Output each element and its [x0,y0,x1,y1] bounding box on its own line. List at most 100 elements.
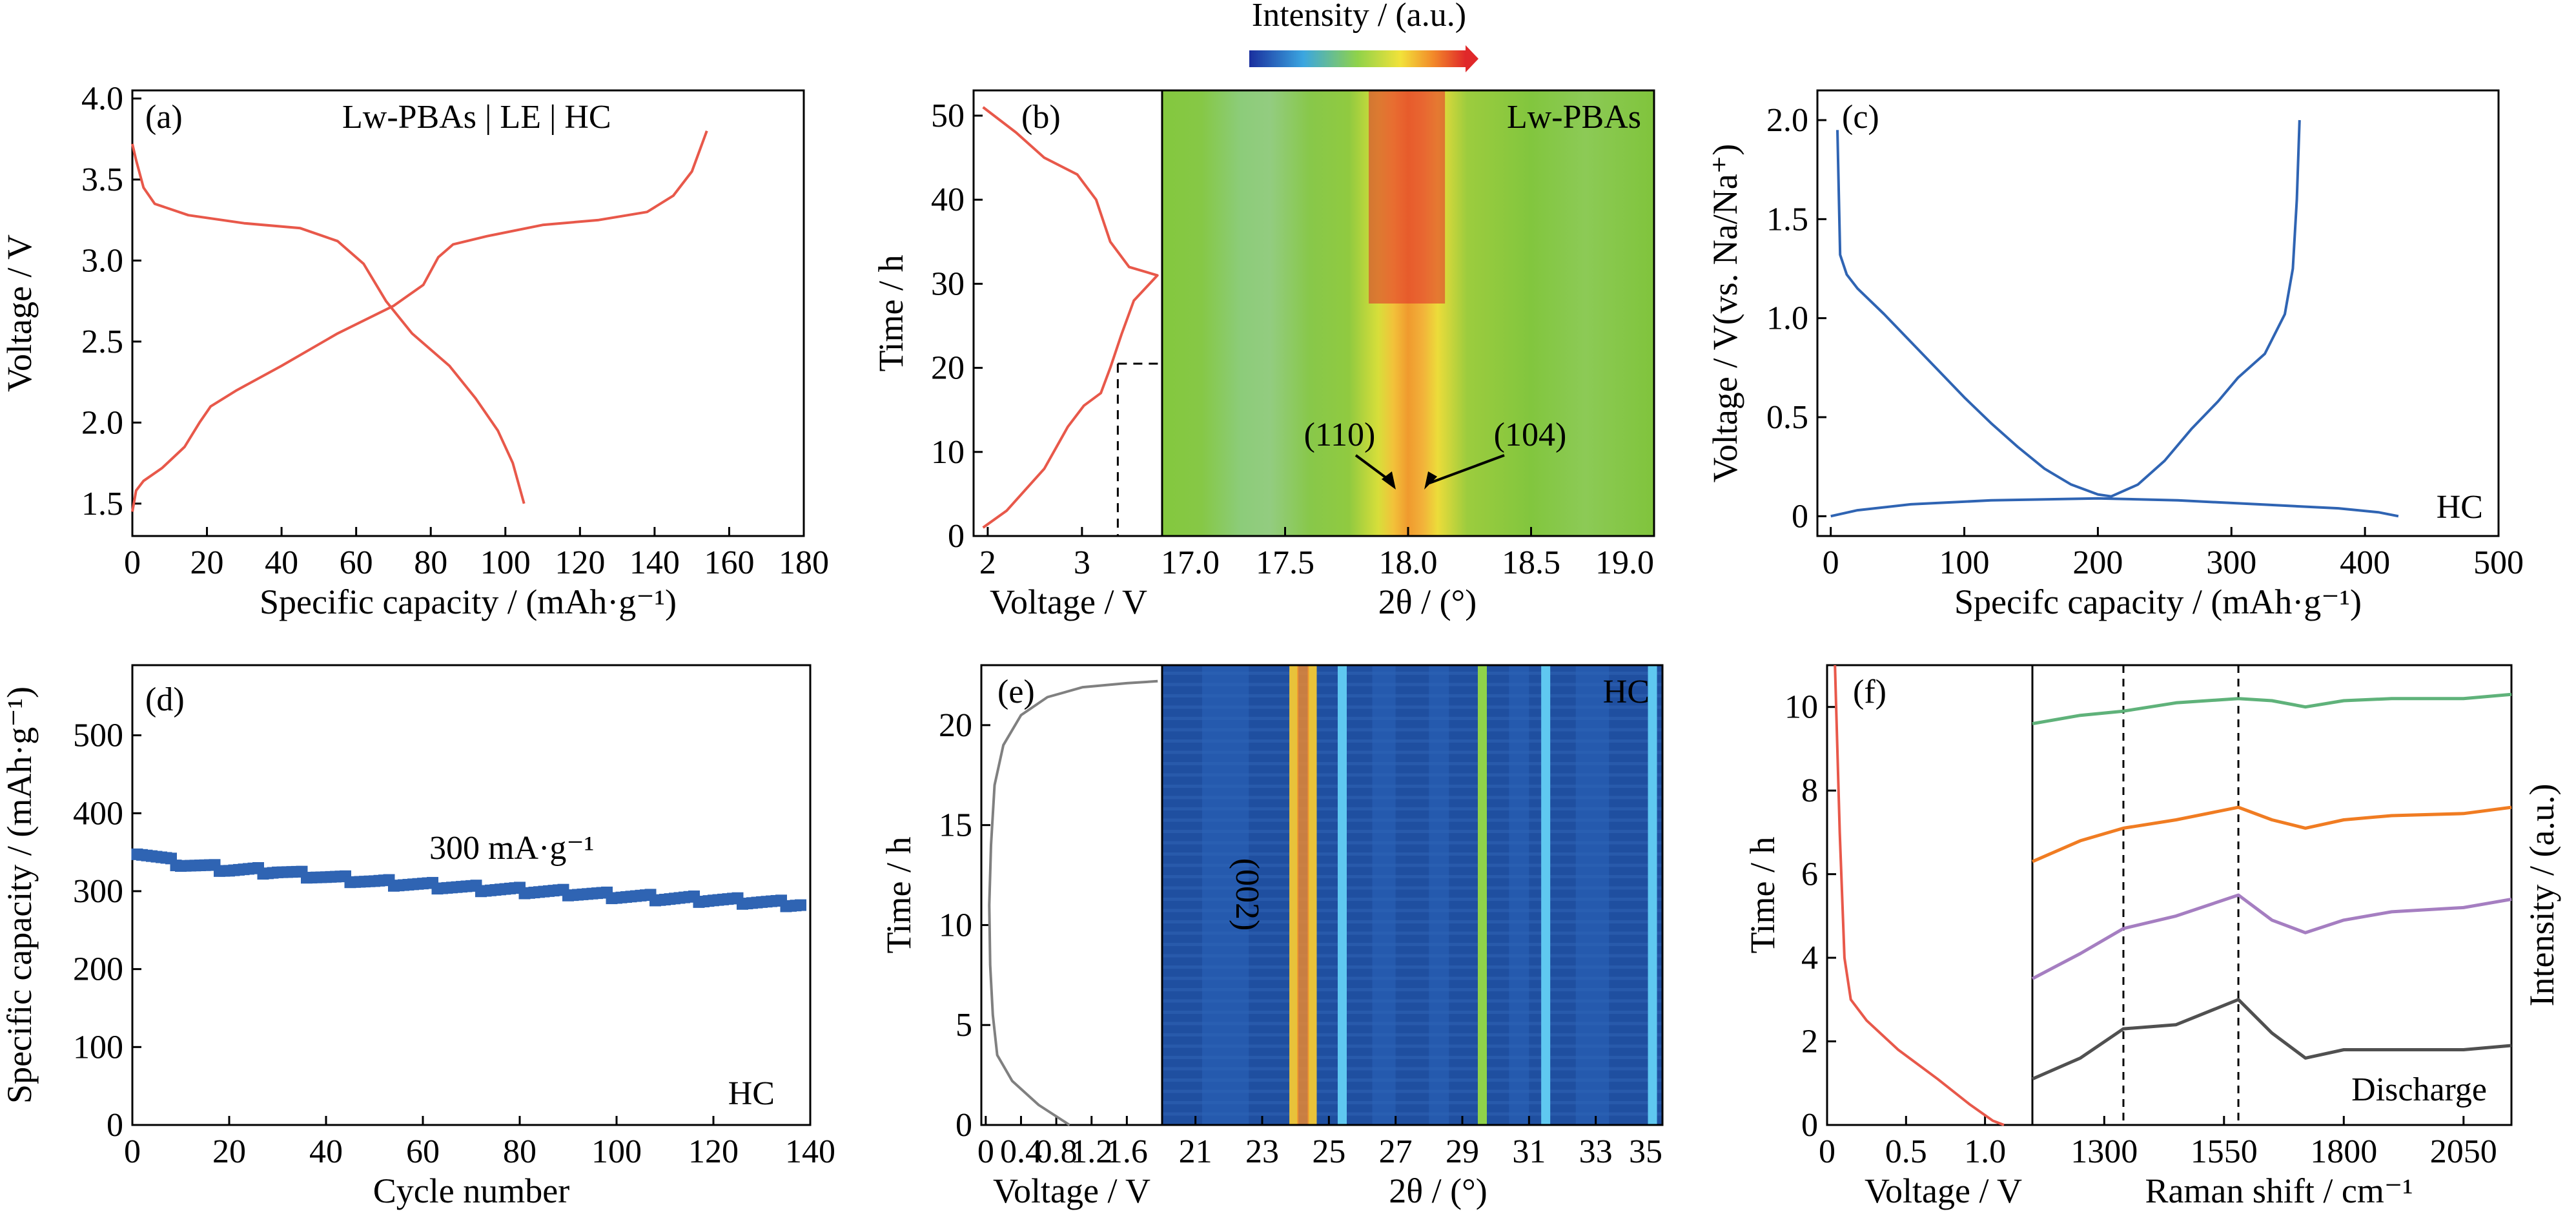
y-tick-label: 0 [1801,1107,1818,1144]
x-tick-label: 0 [1819,1133,1835,1170]
peak-label: (002) [1229,858,1265,931]
heatmap-streak [1162,852,1662,856]
y-tick-label: 20 [931,350,965,387]
heatmap-streak [1162,909,1662,913]
x-tick-label: 1300 [2070,1133,2138,1170]
heatmap-streak [1162,943,1662,946]
series-1-line [1830,497,2399,518]
heatmap-streak [1162,886,1662,890]
panel-f: 0 0.5 1.0 0 2 4 6 8 10 (f) Voltage / V Time / h [1743,664,2034,1210]
x-axis-label: 2θ / (°) [1389,1171,1487,1210]
x-tick-label: 29 [1446,1133,1479,1170]
x-tick-label: 100 [1939,544,1990,581]
cell-annotation: HC [728,1075,775,1112]
heatmap-streak [1162,1078,1662,1082]
y-tick-label: 400 [73,795,123,832]
series-0-line [982,106,1159,529]
panel-label: (f) [1853,674,1886,710]
y-axis-label: Time / h [872,254,910,371]
heatmap-band [1372,665,1396,1125]
x-tick-label: 18.0 [1379,544,1438,581]
y-tick-label: 500 [73,717,123,754]
x-tick-label: 40 [265,544,298,581]
x-tick-label: 35 [1629,1133,1662,1170]
heatmap-line [1541,665,1551,1125]
x-tick-label: 0.4 [1000,1133,1042,1170]
y-tick-label: 0 [948,518,965,555]
heatmap-streak [1162,863,1662,867]
series-annotation: Discharge [2351,1071,2487,1108]
x-tick-label: 180 [779,544,829,581]
heatmap-streak [1162,1112,1662,1116]
x-tick-label: 40 [309,1133,343,1170]
y-tick-label: 15 [939,807,972,844]
heatmap-streak [1162,1089,1662,1093]
heatmap-streak [1162,1011,1662,1014]
x-axis-label: Specific capacity / (mAh·g⁻¹) [260,583,677,621]
y-tick-label: 6 [1801,856,1818,893]
x-axis-label: 2θ / (°) [1378,583,1477,621]
heatmap-band [1429,665,1449,1125]
x-tick-label: 0 [977,1133,994,1170]
peak-label: (110) [1304,417,1376,453]
x-axis-label: Voltage / V [993,1171,1150,1210]
panel-label: (a) [145,99,183,136]
series-1-line [2031,893,2512,980]
y-tick-label: 200 [73,951,123,988]
heatmap-line [1297,665,1309,1125]
heatmap-band [1202,665,1249,1125]
series-0-line [2031,998,2512,1081]
heatmap-streak [1162,954,1662,958]
x-tick-label: 120 [688,1133,739,1170]
y-tick-label: 1.5 [81,486,123,522]
heatmap-line [1338,665,1347,1125]
y-tick-label: 2.0 [1766,102,1808,139]
x-axis-label: Voltage / V [990,583,1147,621]
heatmap-line [1307,665,1317,1125]
y-tick-label: 20 [939,707,972,744]
y-tick-label: 5 [956,1007,972,1044]
peak-arrowhead [1424,471,1438,490]
x-tick-label: 140 [629,544,680,581]
x-axis-label: Raman shift / cm⁻¹ [2145,1171,2413,1210]
y-tick-label: 0 [1792,498,1808,535]
x-tick-label: 60 [406,1133,440,1170]
heatmap-streak [1162,694,1662,697]
x-tick-label: 60 [340,544,373,581]
x-axis-label: Voltage / V [1865,1171,2022,1210]
heatmap-line [1648,665,1657,1125]
heatmap-streak [1162,965,1662,969]
heatmap-streak [1162,976,1662,980]
heatmap-streak [1162,1033,1662,1036]
panel-f-raman: 1300 1550 1800 2050 Discharge Raman shift / c… [2031,664,2561,1210]
heatmap-streak [1162,999,1662,1003]
panel-c: 0 100 200 300 400 500 0 0.5 1.0 1.5 2.0 (c) HC Specif… [1706,89,2524,621]
x-tick-label: 140 [785,1133,835,1170]
plot-frame [131,89,805,537]
x-tick-label: 20 [190,544,224,581]
x-tick-label: 0.5 [1885,1133,1927,1170]
heatmap-streak [1162,1044,1662,1048]
heatmap-line [1289,665,1299,1125]
x-tick-label: 500 [2473,544,2524,581]
panel-b-heatmap: 17.0 17.5 18.0 18.5 19.0 Lw-PBAs 2θ / (°) (110)… [1161,89,1655,621]
heatmap-streak [1162,920,1662,923]
heatmap-streak [1162,830,1662,833]
x-tick-label: 1800 [2310,1133,2377,1170]
series-2-line [2032,805,2512,863]
heatmap-band [1575,665,1610,1125]
y-tick-label: 1.0 [1766,300,1808,337]
plot-frame [1826,664,2034,1126]
heatmap-band [1509,665,1529,1125]
x-tick-label: 100 [591,1133,642,1170]
y-tick-label: 2.5 [81,324,123,360]
y-tick-label: 50 [931,98,965,134]
y-tick-label: 100 [73,1029,123,1066]
plot-frame [131,664,812,1126]
series-0-line [1834,665,2005,1126]
heatmap-streak [1162,705,1662,709]
y-tick-label: 2.0 [81,404,123,441]
panel-label: (e) [997,674,1035,710]
series-0-line [1836,119,2301,498]
